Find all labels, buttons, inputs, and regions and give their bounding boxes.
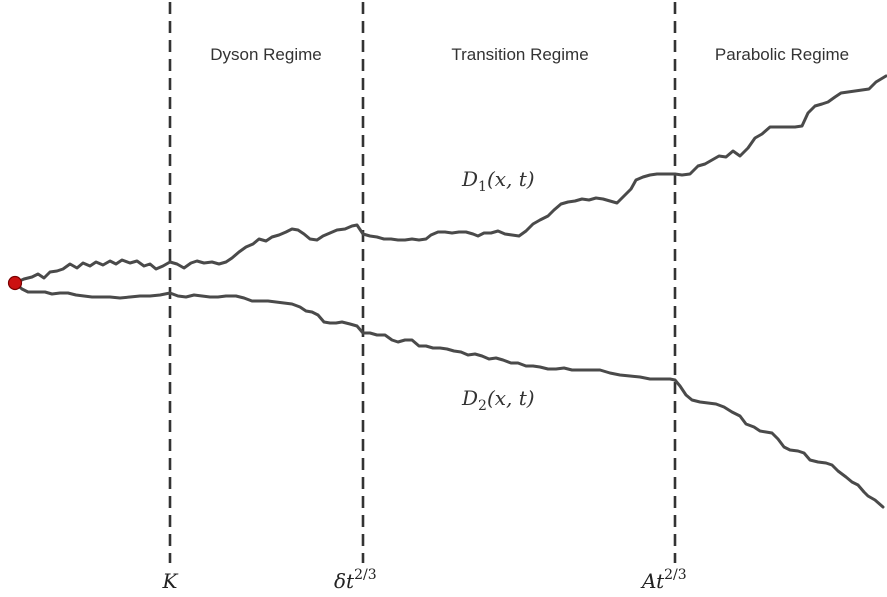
regime-title-dyson: Dyson Regime xyxy=(210,45,322,64)
axis-mark-delta: δt2/3 xyxy=(334,567,377,593)
path-d1 xyxy=(13,74,887,285)
label-d2-args: (x, t) xyxy=(487,386,535,410)
label-d2-name: D xyxy=(461,386,478,410)
label-d1-sub: 1 xyxy=(478,179,487,195)
axis-mark-delta-sup: 2/3 xyxy=(354,567,377,583)
label-d2: D2(x, t) xyxy=(461,386,535,414)
path-d2 xyxy=(13,281,885,509)
label-d1-name: D xyxy=(461,167,478,191)
label-d2-sub: 2 xyxy=(478,398,487,414)
axis-mark-a-base: At xyxy=(640,569,665,593)
regime-title-transition: Transition Regime xyxy=(451,45,588,64)
axis-mark-a-sup: 2/3 xyxy=(664,567,687,583)
axis-mark-k-base: K xyxy=(162,569,179,593)
label-d1-args: (x, t) xyxy=(487,167,535,191)
label-d1: D1(x, t) xyxy=(461,167,535,195)
axis-mark-a: At2/3 xyxy=(640,567,687,593)
start-point-dot xyxy=(7,275,23,291)
axis-mark-delta-base: δt xyxy=(334,569,355,593)
axis-mark-k: K xyxy=(162,569,179,593)
regime-title-parabolic: Parabolic Regime xyxy=(715,45,849,64)
